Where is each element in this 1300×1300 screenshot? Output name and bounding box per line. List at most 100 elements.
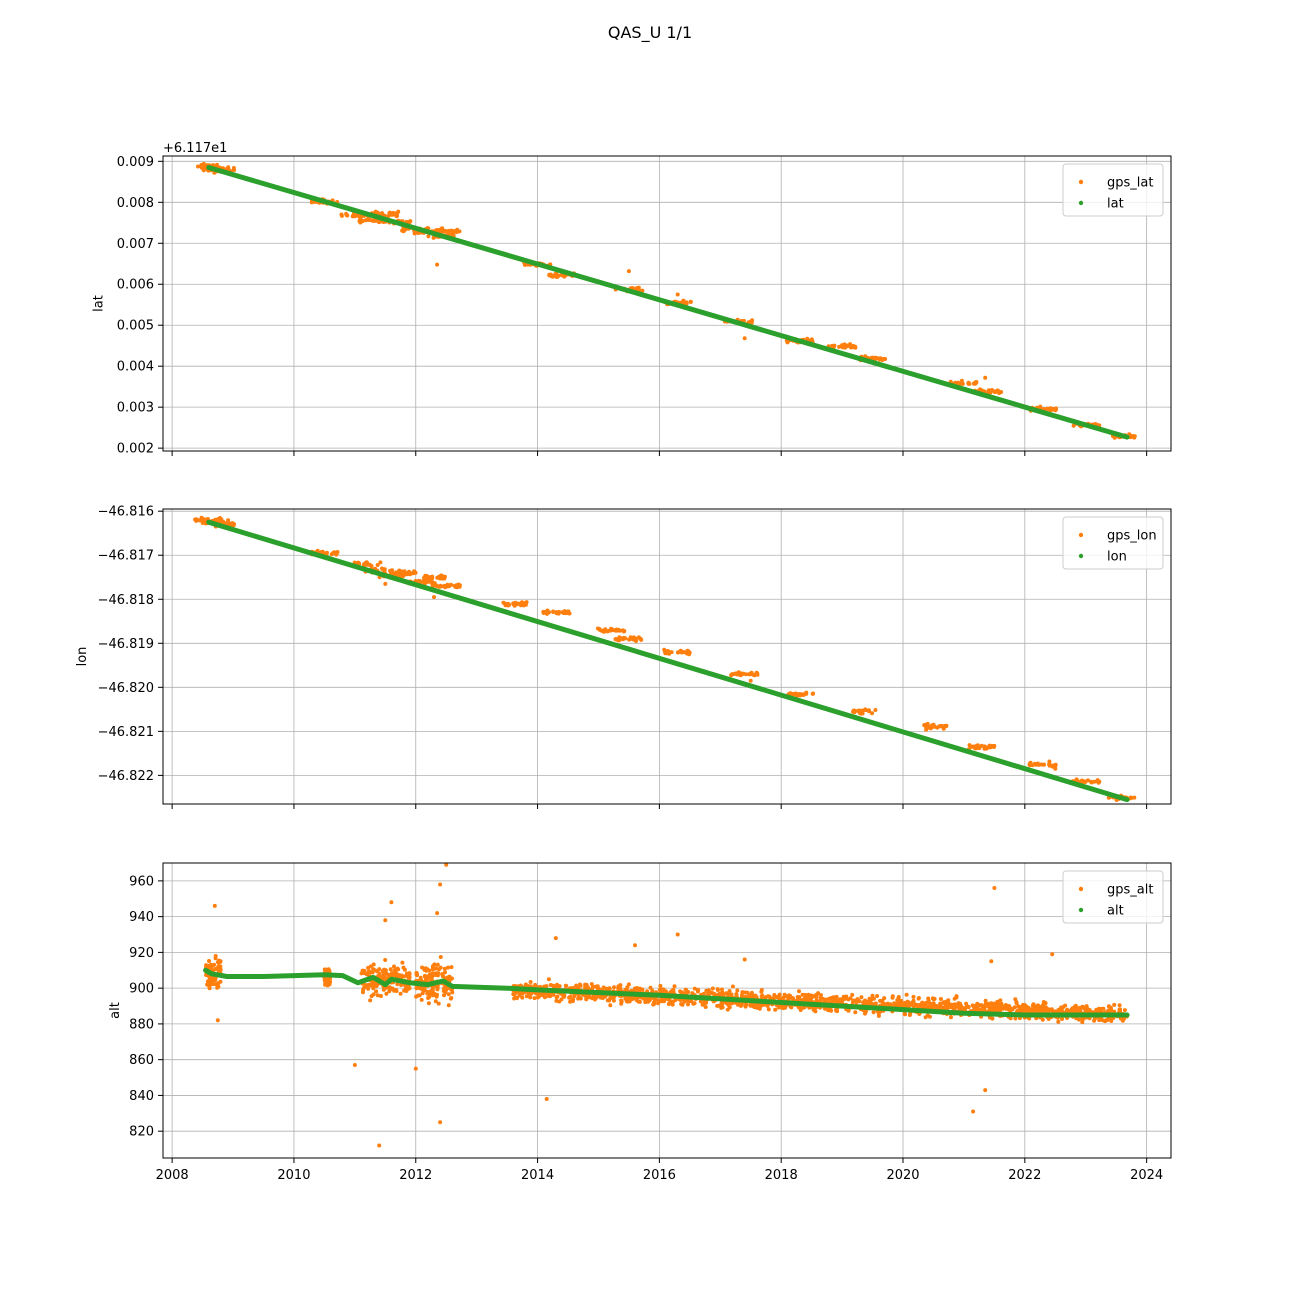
data-layer <box>203 863 1130 1148</box>
gps-outlier <box>983 375 988 380</box>
gps-outlier <box>377 220 382 224</box>
gps-point <box>1085 1006 1089 1011</box>
gps-point <box>309 200 314 205</box>
gps-point <box>447 228 452 233</box>
gps-point <box>1042 762 1046 767</box>
gps-point <box>907 1013 912 1017</box>
gps-point <box>1027 1007 1032 1012</box>
gps-point <box>601 985 606 990</box>
gps-outlier <box>352 1063 357 1067</box>
gps-point <box>727 989 732 993</box>
gps-point <box>207 959 211 963</box>
gps-point <box>883 357 888 361</box>
gps-point <box>396 967 401 972</box>
gps-point <box>377 967 382 972</box>
gps-point <box>974 380 978 385</box>
gps-point <box>554 271 559 276</box>
gps-point <box>440 972 445 977</box>
gps-point <box>592 997 597 1002</box>
gps-point <box>412 231 417 236</box>
gps-point <box>924 1000 929 1005</box>
gps-point <box>327 979 332 984</box>
gps-point <box>387 985 392 990</box>
gps-point <box>434 966 438 971</box>
y-tick-label: 900 <box>129 982 154 997</box>
data-layer <box>196 161 1137 440</box>
legend-label-alt: alt <box>1107 904 1124 919</box>
gps-outlier <box>742 957 747 962</box>
gps-outlier <box>633 943 637 948</box>
gps-point <box>819 993 823 998</box>
gps-point <box>201 161 206 166</box>
legend-label-gps_lon: gps_lon <box>1107 529 1157 544</box>
gps-point <box>1097 1018 1102 1023</box>
gps-point <box>422 967 427 972</box>
gps-point <box>992 743 997 748</box>
gps-point <box>1047 763 1052 768</box>
figure-title: QAS_U 1/1 <box>608 23 692 43</box>
gps-point <box>995 1002 1000 1007</box>
gps-point <box>607 998 612 1003</box>
gps-point <box>999 1001 1004 1006</box>
gps-point <box>811 1007 816 1012</box>
gps-point <box>326 967 331 972</box>
legend-label-lat: lat <box>1107 197 1124 212</box>
gps-point <box>692 1001 697 1006</box>
y-tick-label: 920 <box>129 946 154 961</box>
gps-point <box>435 973 440 978</box>
gps-point <box>1082 780 1087 785</box>
gps-point <box>561 611 566 615</box>
gps-point <box>727 1005 732 1010</box>
gps-point <box>1054 406 1058 411</box>
gps-point <box>556 611 561 616</box>
gps-point <box>424 978 429 982</box>
gps-outlier <box>544 1097 549 1101</box>
gps-point <box>401 229 406 234</box>
gps-point <box>392 968 397 973</box>
gps-point <box>551 609 556 614</box>
gps-point <box>1047 759 1052 764</box>
gps-point <box>449 965 454 970</box>
gps-point <box>957 1001 962 1006</box>
gps-point <box>329 552 334 557</box>
gps-point <box>860 708 865 713</box>
gps-point <box>1048 406 1053 411</box>
gps-point <box>931 997 936 1002</box>
gps-point <box>793 691 798 696</box>
y-axis-label: lon <box>75 647 90 667</box>
gps-point <box>1117 1003 1122 1008</box>
gps-point <box>777 992 782 997</box>
y-axis-label: alt <box>108 1002 123 1019</box>
y-tick-label: 860 <box>129 1053 154 1068</box>
gps-point <box>443 989 448 994</box>
gps-point <box>440 229 445 234</box>
gps-point <box>438 965 443 970</box>
x-ticks: 2008 2010 2012 2014 2016 2018 2020 2022 2024 <box>156 1158 1163 1183</box>
gps-point <box>201 166 206 171</box>
gps-point <box>850 999 855 1004</box>
gps-point <box>845 343 850 348</box>
gps-point <box>567 995 572 1000</box>
gps-point <box>910 1001 915 1006</box>
legend-marker-alt <box>1078 907 1084 913</box>
legend-label-lon: lon <box>1107 550 1127 565</box>
gps-point <box>949 1005 954 1010</box>
gps-point <box>781 995 786 1000</box>
legend-marker-gps_lon <box>1078 532 1084 538</box>
gps-point <box>882 1002 887 1006</box>
gps-outlier <box>748 678 753 683</box>
gps-point <box>863 708 868 713</box>
gps-point <box>876 1013 881 1018</box>
gps-point <box>335 550 340 554</box>
gps-point <box>667 1001 672 1006</box>
gps-point <box>800 992 805 997</box>
gps-point <box>420 991 425 996</box>
gps-point <box>1049 1008 1054 1013</box>
gps-point <box>426 234 431 239</box>
gps-point <box>388 569 393 573</box>
gps-point <box>1035 1003 1040 1008</box>
gps-point <box>992 390 997 394</box>
gps-point <box>1099 1006 1104 1011</box>
gps-point <box>766 994 771 999</box>
gps-point <box>597 627 602 632</box>
